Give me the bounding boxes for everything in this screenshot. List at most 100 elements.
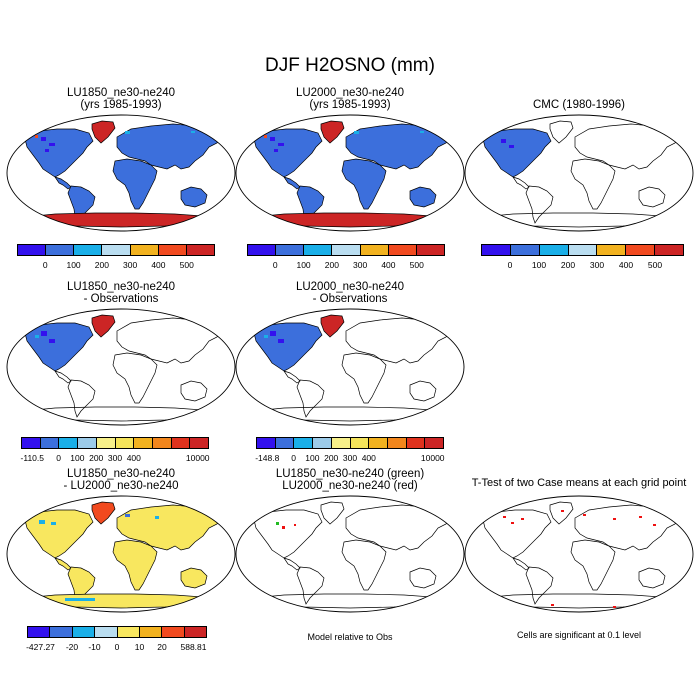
colorbar-row2-b-box-1	[275, 438, 295, 448]
map-lu1850-obs	[6, 308, 236, 426]
panel-4-title: LU1850_ne30-ne240 - Observations	[5, 281, 237, 305]
panel-1-title-line1: LU1850_ne30-ne240	[66, 87, 176, 99]
colorbar-row1-b-box-6	[416, 245, 444, 255]
colorbar-row2-a-box-1	[40, 438, 60, 448]
colorbar-row2-b-label-2: 100	[305, 453, 320, 463]
map-case-diff-cell-1	[51, 522, 56, 525]
colorbar-row3-a-label-0: -427.27	[26, 642, 55, 652]
colorbar-row2-b-box-3	[313, 438, 332, 448]
colorbar-row1-c-label-5: 500	[647, 260, 663, 270]
map-cmc	[464, 114, 694, 232]
colorbar-row3-a	[27, 626, 207, 638]
colorbar-row2-b-box-0	[257, 438, 276, 448]
map-lu2000-cell-0	[270, 137, 275, 141]
colorbar-row2-b-box-9	[425, 438, 444, 448]
colorbar-row2-b-label-6: 10000	[420, 453, 445, 463]
colorbar-row3-a-label-3: 0	[114, 642, 120, 652]
map-lu2000-greenland	[320, 120, 345, 144]
map-lu1850-obs-border	[6, 308, 236, 426]
colorbar-row1-c-label-4: 400	[618, 260, 634, 270]
map-green-red-africa	[341, 539, 387, 591]
colorbar-row1-b-box-5	[388, 245, 417, 255]
map-case-diff-australia	[180, 567, 208, 589]
map-lu1850-greenland	[91, 120, 116, 144]
colorbar-row1-a-label-2: 200	[94, 260, 109, 270]
colorbar-row1-a-box-5	[158, 245, 187, 255]
colorbar-row2-a	[21, 437, 209, 449]
panel-2-title: LU2000_ne30-ne240 (yrs 1985-1993)	[234, 87, 466, 111]
map-cmc-eurasia	[574, 123, 680, 170]
map-lu2000-obs-eurasia	[345, 317, 451, 364]
colorbar-row1-c-box-6	[655, 245, 684, 255]
colorbar-row1-c-box-0	[482, 245, 511, 255]
map-cmc-cell-1	[509, 145, 514, 148]
map-ttest-cell-6	[639, 516, 642, 518]
map-lu2000-cell-3	[264, 135, 267, 138]
colorbar-row3-a-box-7	[184, 627, 206, 637]
panel-2-title-line2: (yrs 1985-1993)	[309, 99, 391, 111]
map-lu2000-camerica	[283, 176, 301, 190]
map-cmc-cell-0	[501, 139, 506, 143]
map-cmc-australia	[638, 186, 666, 208]
map-lu1850-obs-africa	[112, 352, 158, 404]
map-lu1850-cell-5	[191, 131, 195, 133]
map-cmc-camerica	[512, 176, 530, 190]
colorbar-row2-a-label-3: 200	[89, 453, 104, 463]
colorbar-row1-c-label-3: 300	[589, 260, 605, 270]
map-ttest-eurasia	[574, 504, 680, 551]
map-lu2000-obs-samerica	[296, 379, 325, 418]
map-lu2000-obs-australia	[409, 380, 437, 402]
panel-7-title-line1: LU1850_ne30-ne240	[66, 468, 176, 480]
map-lu1850-obs-camerica	[54, 370, 72, 384]
map-lu2000-border	[235, 114, 465, 232]
colorbar-row1-c-label-1: 100	[531, 260, 547, 270]
map-lu1850-obs-cell-1	[49, 339, 55, 343]
colorbar-row1-b-label-0: 0	[272, 260, 278, 270]
map-ttest-namerica	[482, 509, 552, 559]
colorbar-row2-b-box-4	[331, 438, 351, 448]
colorbar-row2-a-box-5	[115, 438, 135, 448]
panel-4-title-line1: LU1850_ne30-ne240	[66, 281, 176, 293]
map-lu2000-obs-cell-2	[264, 335, 268, 338]
panel-7-title: LU1850_ne30-ne240 - LU2000_ne30-ne240	[5, 468, 237, 492]
panel-3-title: CMC (1980-1996)	[463, 99, 695, 111]
map-lu2000-obs-africa	[341, 352, 387, 404]
map-case-diff-africa	[112, 539, 158, 591]
map-green-red-australia	[409, 567, 437, 589]
colorbar-row2-b-label-5: 400	[361, 453, 376, 463]
map-ttest-cell-8	[551, 604, 554, 606]
map-lu1850-cell-0	[41, 137, 46, 141]
map-lu2000-obs-camerica	[283, 370, 301, 384]
map-ttest-cell-2	[521, 518, 524, 520]
colorbar-row1-b	[247, 244, 445, 256]
map-ttest-cell-4	[583, 514, 586, 516]
colorbar-row1-c-box-1	[510, 245, 540, 255]
map-lu1850-africa	[112, 158, 158, 210]
map-green-red-cell-2	[294, 524, 296, 526]
colorbar-row1-a-label-4: 400	[151, 260, 166, 270]
map-lu1850-australia	[180, 186, 208, 208]
map-case-diff-cell-0	[39, 520, 45, 524]
colorbar-row1-b-label-2: 200	[324, 260, 339, 270]
colorbar-row3-a-label-1: -20	[65, 642, 79, 652]
colorbar-row1-b-box-2	[304, 245, 333, 255]
colorbar-row2-a-label-2: 100	[70, 453, 85, 463]
map-case-diff	[6, 495, 236, 613]
map-lu2000-obs-cell-1	[278, 339, 284, 343]
map-lu2000-obs-cell-0	[270, 331, 276, 336]
map-lu1850-obs-cell-0	[41, 331, 47, 336]
map-green-red-cell-1	[282, 526, 285, 529]
colorbar-row1-a-label-3: 300	[123, 260, 138, 270]
colorbar-row3-a-box-4	[117, 627, 140, 637]
map-lu2000	[235, 114, 465, 232]
panel-8-title-line2: LU2000_ne30-ne240 (red)	[282, 480, 418, 492]
colorbar-row1-a-box-6	[186, 245, 214, 255]
colorbar-row2-a-box-9	[190, 438, 209, 448]
map-lu1850-obs-eurasia	[116, 317, 222, 364]
colorbar-row3-a-box-3	[95, 627, 118, 637]
map-lu2000-australia	[409, 186, 437, 208]
colorbar-row1-a	[17, 244, 215, 256]
colorbar-row3-a-box-0	[28, 627, 51, 637]
map-lu1850-cell-4	[125, 131, 130, 134]
